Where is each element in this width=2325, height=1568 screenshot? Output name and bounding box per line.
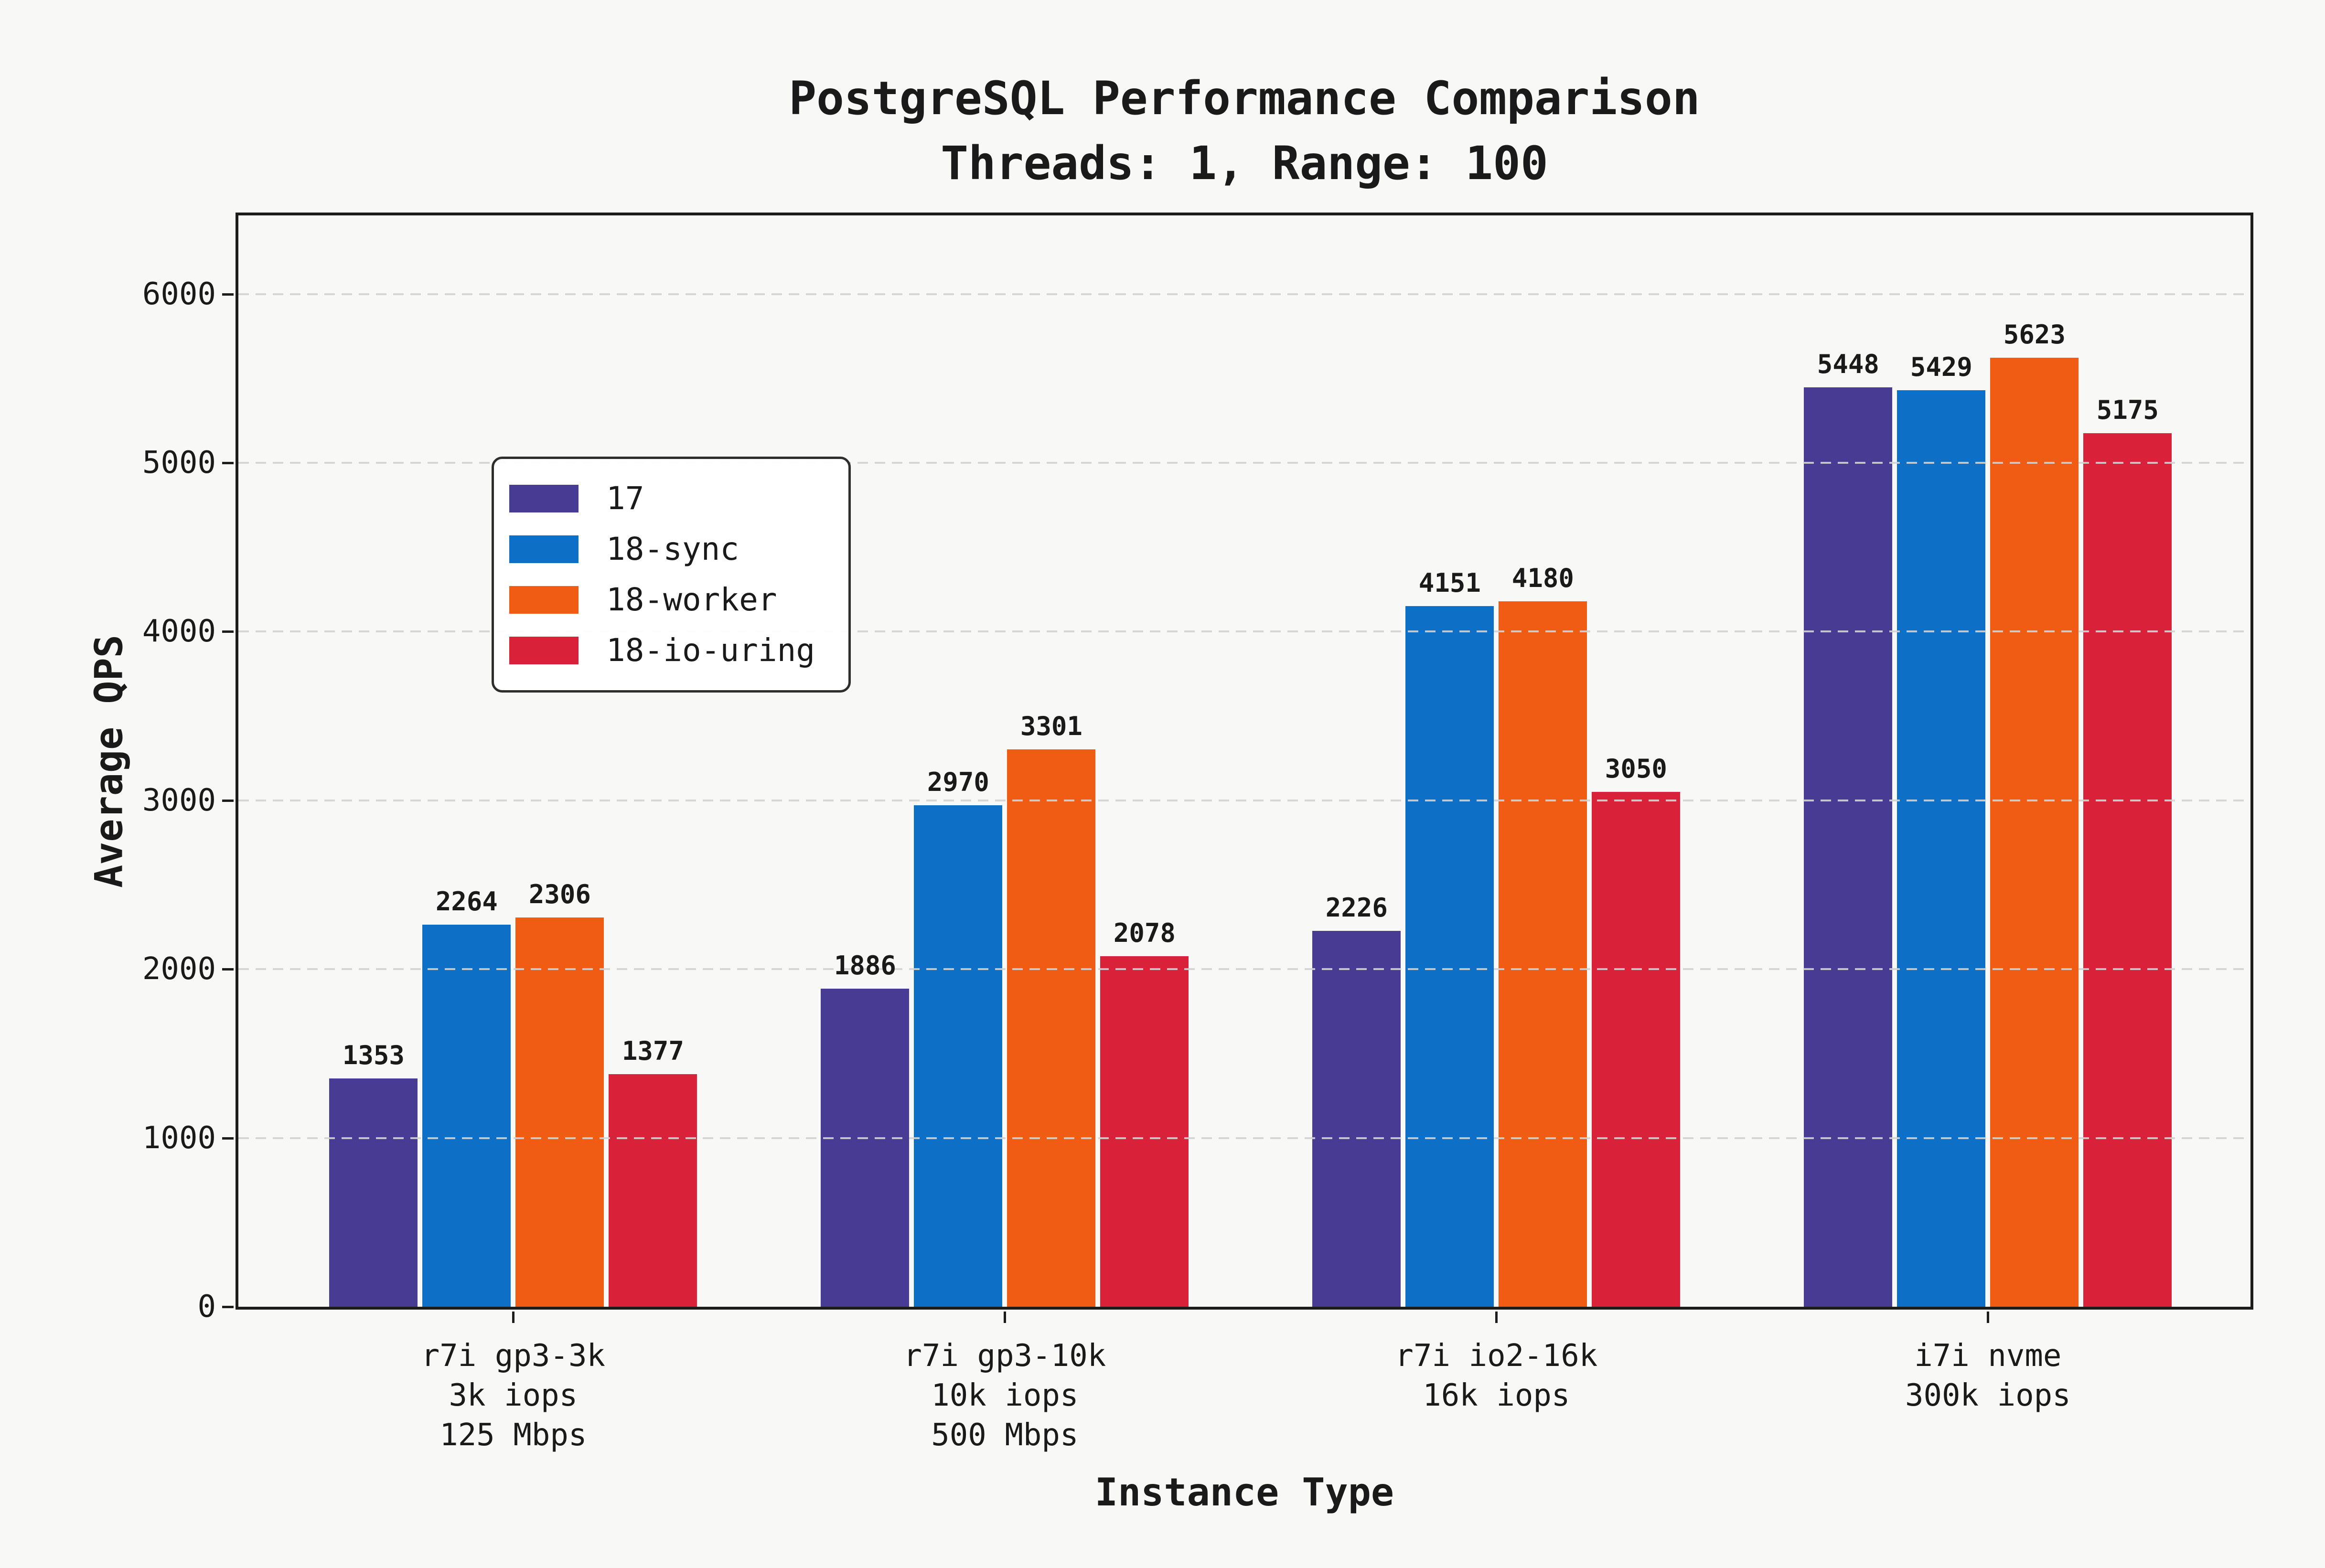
x-tick-label-0: r7i gp3-3k 3k iops 125 Mbps — [421, 1336, 605, 1455]
bar-value-label: 2306 — [528, 879, 591, 910]
bar-value-label: 5448 — [1817, 349, 1879, 379]
x-tick-label-line: r7i io2-16k — [1395, 1338, 1598, 1374]
x-tick-label-2: r7i io2-16k 16k iops — [1395, 1336, 1597, 1416]
legend-swatch-17 — [509, 485, 579, 512]
x-tick-mark — [1495, 1312, 1498, 1323]
legend-label-18-sync: 18-sync — [606, 531, 739, 567]
y-tick-label-4000: 4000 — [142, 614, 216, 650]
y-tick-label-2000: 2000 — [142, 951, 216, 987]
bar-18-worker-3 — [1990, 357, 2079, 1307]
y-tick-mark — [222, 1137, 234, 1140]
bar-18-sync-2 — [1405, 606, 1494, 1307]
gridline-3000 — [238, 799, 2250, 801]
legend-swatch-18-sync — [509, 535, 579, 563]
legend-item-17: 17 — [509, 473, 815, 524]
bar-18-sync-1 — [914, 805, 1003, 1307]
bar-value-label: 2226 — [1325, 893, 1388, 923]
legend-label-18-worker: 18-worker — [606, 581, 777, 618]
x-tick-mark — [1987, 1312, 1990, 1323]
bar-value-label: 5623 — [2003, 319, 2066, 350]
bar-17-3 — [1804, 387, 1893, 1307]
bar-18-io-uring-3 — [2083, 433, 2172, 1307]
bar-18-worker-0 — [515, 917, 604, 1307]
bar-18-sync-3 — [1897, 390, 1986, 1307]
bar-value-label: 4151 — [1418, 568, 1481, 598]
legend: 17 18-sync 18-worker 18-io-uring — [492, 457, 851, 693]
legend-item-18-sync: 18-sync — [509, 524, 815, 575]
x-tick-label-line: 300k iops — [1905, 1378, 2071, 1413]
bar-17-2 — [1312, 931, 1401, 1307]
x-tick-label-line: i7i nvme — [1914, 1338, 2062, 1374]
x-tick-label-3: i7i nvme 300k iops — [1905, 1336, 2071, 1416]
y-tick-label-6000: 6000 — [142, 276, 216, 312]
y-tick-mark — [222, 462, 234, 465]
bar-value-label: 1377 — [621, 1036, 684, 1067]
y-tick-label-0: 0 — [197, 1289, 216, 1324]
gridline-1000 — [238, 1137, 2250, 1139]
bar-17-0 — [329, 1078, 418, 1307]
x-tick-mark — [1004, 1312, 1007, 1323]
x-tick-label-line: r7i gp3-10k — [903, 1338, 1106, 1374]
y-tick-mark — [222, 799, 234, 802]
gridline-4000 — [238, 630, 2250, 633]
x-tick-label-line: 125 Mbps — [439, 1418, 587, 1453]
y-tick-mark — [222, 293, 234, 296]
legend-swatch-18-worker — [509, 586, 579, 614]
x-tick-label-line: 16k iops — [1423, 1378, 1570, 1413]
bar-18-sync-0 — [422, 924, 511, 1307]
chart-title-line2: Threads: 1, Range: 100 — [941, 137, 1548, 191]
x-tick-label-line: 500 Mbps — [931, 1418, 1079, 1453]
bar-18-worker-2 — [1499, 601, 1587, 1307]
bar-value-label: 1886 — [834, 950, 896, 981]
y-axis-label: Average QPS — [86, 635, 131, 888]
legend-label-17: 17 — [606, 480, 644, 517]
x-axis-label: Instance Type — [1094, 1470, 1394, 1515]
bar-value-label: 3301 — [1020, 711, 1082, 742]
gridline-6000 — [238, 293, 2250, 295]
x-tick-label-line: 3k iops — [449, 1378, 578, 1413]
y-tick-mark — [222, 968, 234, 971]
y-tick-label-3000: 3000 — [142, 782, 216, 818]
plot-area: 1353 1886 2226 5448 2264 2970 4151 5429 2306 3301… — [236, 213, 2253, 1310]
legend-swatch-18-io-uring — [509, 637, 579, 664]
bar-value-label: 4180 — [1511, 563, 1574, 593]
y-tick-mark — [222, 1306, 234, 1308]
legend-item-18-io-uring: 18-io-uring — [509, 625, 815, 676]
x-tick-label-line: r7i gp3-3k — [421, 1338, 605, 1374]
bar-18-worker-1 — [1007, 749, 1096, 1307]
chart-title-line1: PostgreSQL Performance Comparison — [789, 72, 1700, 125]
legend-item-18-worker: 18-worker — [509, 575, 815, 625]
bar-value-label: 3050 — [1605, 754, 1667, 784]
x-tick-label-line: 10k iops — [931, 1378, 1079, 1413]
y-tick-label-5000: 5000 — [142, 445, 216, 481]
y-tick-mark — [222, 630, 234, 633]
gridline-5000 — [238, 462, 2250, 464]
x-tick-label-1: r7i gp3-10k 10k iops 500 Mbps — [903, 1336, 1106, 1455]
bar-18-io-uring-1 — [1100, 956, 1189, 1307]
legend-label-18-io-uring: 18-io-uring — [606, 632, 815, 669]
bar-value-label: 1353 — [342, 1040, 405, 1070]
gridline-2000 — [238, 968, 2250, 971]
bar-value-label: 5175 — [2096, 395, 2159, 426]
bar-17-1 — [821, 988, 910, 1307]
bar-18-io-uring-2 — [1592, 792, 1681, 1307]
y-tick-label-1000: 1000 — [142, 1120, 216, 1156]
bar-value-label: 2264 — [435, 886, 498, 917]
x-tick-mark — [512, 1312, 515, 1323]
chart-title: PostgreSQL Performance Comparison Thread… — [480, 66, 2009, 196]
bar-value-label: 2970 — [927, 767, 989, 798]
bar-value-label: 5429 — [1910, 352, 1972, 383]
bar-value-label: 2078 — [1113, 917, 1176, 948]
bar-18-io-uring-0 — [609, 1074, 697, 1307]
